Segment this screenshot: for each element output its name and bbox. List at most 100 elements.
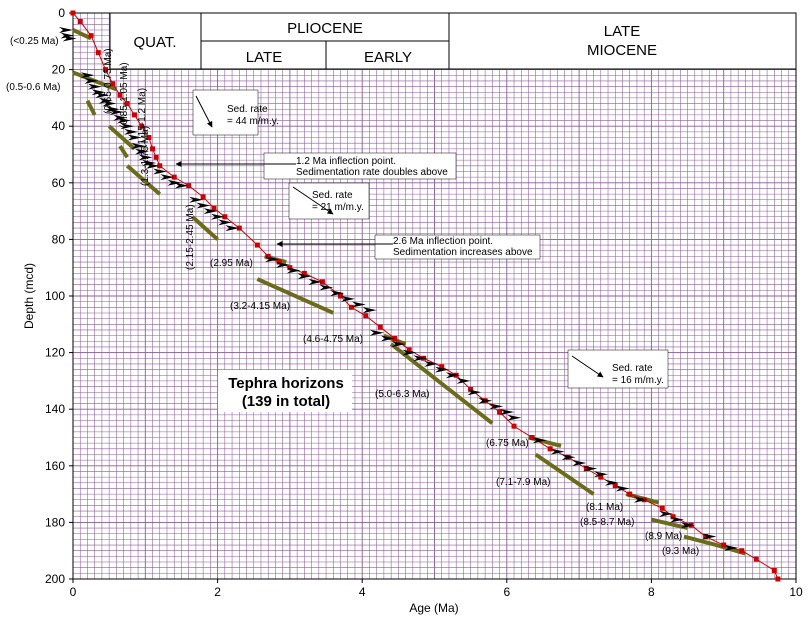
inflection-1-line-2: Sedimentation rate doubles above	[296, 167, 448, 178]
tephra-arrow	[550, 448, 565, 455]
age-range-label: (<0.25 Ma)	[10, 36, 59, 47]
age-depth-point	[124, 101, 130, 107]
x-tick-label: 0	[70, 585, 77, 599]
y-tick-label: 120	[45, 346, 65, 360]
age-depth-point	[439, 364, 445, 370]
age-range-label: (1.15-1.2 Ma)	[137, 88, 148, 148]
tephra-arrow	[330, 290, 345, 297]
age-depth-point	[547, 446, 553, 452]
age-range-label: (9.3 Ma)	[662, 546, 699, 557]
tephra-arrow	[174, 182, 189, 189]
y-tick-label: 140	[45, 402, 65, 416]
inflection-2-line-1: 2.6 Ma inflection point.	[393, 236, 493, 247]
sed-rate-2-line-2: = 21 m/m.y.	[312, 202, 364, 213]
tephra-arrow	[167, 179, 182, 186]
age-depth-point	[670, 514, 676, 520]
age-range-label: (7.1-7.9 Ma)	[496, 477, 550, 488]
tephra-arrow	[456, 377, 471, 384]
age-depth-point	[612, 483, 618, 489]
tephra-arrow	[286, 267, 301, 274]
age-range-label: (8.9 Ma)	[645, 531, 682, 542]
age-depth-point	[511, 423, 517, 429]
sed-rate-1-line-2: = 44 m/m.y.	[227, 116, 279, 127]
y-tick-label: 60	[52, 176, 66, 190]
tephra-arrow	[80, 72, 95, 79]
tephra-arrow	[380, 335, 395, 342]
sed-rate-1-line-1: Sed. rate	[227, 104, 268, 115]
tephra-arrow	[98, 97, 113, 104]
tephra-label-line-2: (139 in total)	[242, 393, 330, 410]
tephra-arrow	[319, 284, 334, 291]
age-depth-point	[406, 347, 412, 353]
tephra-label-box	[218, 370, 352, 412]
age-range-label: (0.85-1.05 Ma)	[119, 62, 130, 128]
age-depth-point	[88, 33, 94, 39]
tephra-arrow	[210, 213, 225, 220]
tephra-arrow	[680, 522, 695, 529]
age-depth-point	[703, 534, 709, 540]
tephra-arrow	[145, 162, 160, 169]
tephra-arrow	[445, 372, 460, 379]
epoch-header: QUAT. PLIOCENE LATE EARLY LATE MIOCENE	[109, 12, 797, 70]
age-depth-point	[276, 259, 282, 265]
age-depth-point	[338, 293, 344, 299]
tephra-arrow	[113, 114, 128, 121]
sed-rate-2-arrow	[292, 186, 334, 215]
tephra-arrow	[87, 83, 102, 90]
age-range-bar	[190, 215, 219, 241]
tephra-arrow	[615, 485, 630, 492]
tephra-arrow	[297, 273, 312, 280]
tephra-arrow	[120, 123, 135, 130]
x-tick-label: 6	[503, 585, 510, 599]
tephra-arrow	[62, 35, 77, 42]
age-range-label: (1.3-1.75 Ma)	[140, 126, 151, 186]
tephra-arrow	[116, 117, 131, 124]
tephra-arrow	[152, 168, 167, 175]
age-range-bar	[256, 277, 335, 315]
age-range-bar	[107, 124, 136, 151]
age-depth-point	[468, 386, 474, 392]
tephra-arrow	[160, 174, 175, 181]
tephra-arrow	[594, 471, 609, 478]
tephra-arrow	[142, 159, 157, 166]
x-tick-label: 2	[214, 585, 221, 599]
tephra-arrow	[391, 341, 406, 348]
tephra-arrow	[489, 403, 504, 410]
inflection-2-box	[374, 234, 541, 260]
age-depth-point	[200, 194, 206, 200]
sed-rate-3-box	[567, 349, 669, 389]
y-tick-label: 200	[45, 572, 65, 586]
y-tick-label: 40	[52, 119, 66, 133]
x-tick-label: 8	[648, 585, 655, 599]
age-depth-point	[377, 324, 383, 330]
tephra-arrow	[265, 256, 280, 263]
age-depth-point	[153, 154, 159, 160]
age-depth-point	[583, 466, 589, 472]
sed-rate-1-arrow	[195, 95, 213, 128]
tephra-label-line-1: Tephra horizons	[228, 375, 344, 392]
tephra-arrow	[532, 437, 547, 444]
age-depth-point	[265, 253, 271, 259]
tephra-arrow	[633, 496, 648, 503]
age-depth-point	[146, 135, 152, 141]
age-depth-point	[659, 505, 665, 511]
tephra-arrow	[561, 454, 576, 461]
tephra-arrow	[275, 261, 290, 268]
age-range-bar	[650, 517, 689, 531]
tephra-arrow	[102, 100, 117, 107]
age-depth-point	[287, 265, 293, 271]
x-tick-label: 10	[789, 585, 803, 599]
tephra-arrow	[500, 409, 515, 416]
tephra-arrow	[434, 366, 449, 373]
age-depth-point	[721, 542, 727, 548]
epoch-late-miocene-1: LATE	[604, 23, 640, 40]
tephra-arrow	[308, 278, 323, 285]
annotations: Sed. rate = 44 m/m.y. 1.2 Ma inflection …	[175, 89, 669, 412]
age-range-label: (4.6-4.75 Ma)	[303, 334, 363, 345]
age-depth-point	[150, 146, 156, 152]
age-depth-point	[95, 50, 101, 56]
tephra-arrow	[507, 414, 522, 421]
age-range-labels: (<0.25 Ma) (0.5-0.6 Ma) (0.65-0.75 Ma) (0.8…	[6, 36, 699, 557]
sed-rate-3-line-1: Sed. rate	[612, 363, 653, 374]
age-range-label: (5.0-6.3 Ma)	[375, 389, 429, 400]
